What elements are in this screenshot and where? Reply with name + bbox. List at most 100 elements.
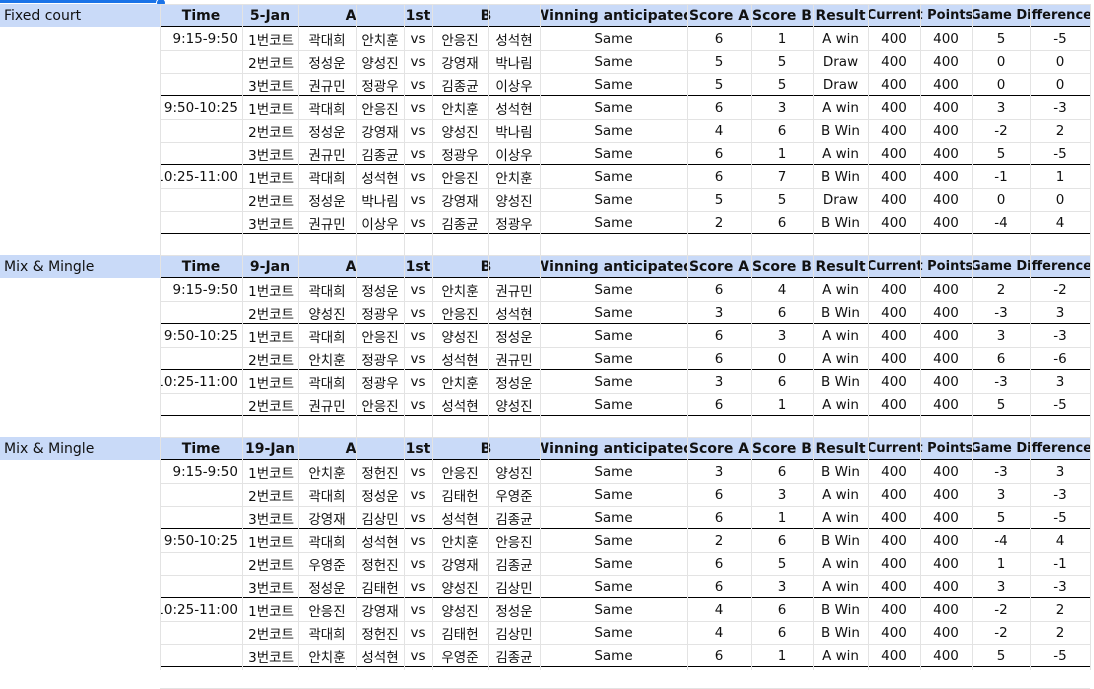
diff-a-cell[interactable]: 0 — [996, 76, 1006, 93]
points-b-cell[interactable]: 400 — [933, 168, 959, 185]
court-cell[interactable]: 1번코트 — [248, 32, 294, 49]
vs-cell[interactable]: vs — [410, 647, 426, 664]
diff-a-cell[interactable]: 5 — [996, 30, 1006, 47]
points-b-cell[interactable]: 400 — [933, 30, 959, 47]
points-b-cell[interactable]: 400 — [933, 214, 959, 231]
points-a-cell[interactable]: 400 — [881, 350, 907, 367]
team-b-player-2[interactable]: 정성운 — [495, 375, 533, 392]
score-a-cell[interactable]: 6 — [714, 168, 724, 185]
result-cell[interactable]: B Win — [821, 624, 860, 641]
diff-a-cell[interactable]: -2 — [994, 122, 1008, 139]
table-row[interactable]: 2번코트 권규민 안응진 vs 성석현 양성진 Same 6 1 A win 400 400 5 -5 — [0, 393, 1094, 416]
score-a-cell[interactable]: 5 — [714, 53, 724, 70]
diff-b-cell[interactable]: -3 — [1053, 486, 1067, 503]
court-cell[interactable]: 2번코트 — [248, 306, 294, 323]
diff-b-cell[interactable]: 1 — [1055, 168, 1065, 185]
table-row[interactable]: 10:25-11:00 1번코트 곽대희 정광우 vs 안치훈 정성운 Same 3 6 B Win… — [0, 370, 1094, 393]
team-b-player-1[interactable]: 안응진 — [441, 306, 479, 323]
team-b-player-1[interactable]: 양성진 — [441, 580, 479, 597]
winning-anticipated-cell[interactable]: Same — [594, 396, 633, 413]
team-b-player-2[interactable]: 김종균 — [495, 511, 533, 528]
team-a-player-1[interactable]: 곽대희 — [308, 101, 346, 118]
diff-a-cell[interactable]: 1 — [996, 555, 1006, 572]
points-a-cell[interactable]: 400 — [881, 578, 907, 595]
winning-anticipated-cell[interactable]: Same — [594, 350, 633, 367]
score-a-cell[interactable]: 6 — [714, 30, 724, 47]
team-b-player-2[interactable]: 안치훈 — [495, 170, 533, 187]
table-row[interactable]: 10:25-11:00 1번코트 안응진 강영재 vs 양성진 정성운 Same 4 6 B Win… — [0, 598, 1094, 621]
table-row[interactable]: 3번코트 강영재 김상민 vs 성석현 김종균 Same 6 1 A win 400 400 5 -5 — [0, 506, 1094, 529]
result-cell[interactable]: A win — [822, 486, 859, 503]
points-b-cell[interactable]: 400 — [933, 555, 959, 572]
team-a-player-2[interactable]: 박나림 — [361, 193, 399, 210]
time-slot-cell[interactable]: 9:50-10:25 — [163, 327, 238, 344]
team-a-player-2[interactable]: 정광우 — [361, 78, 399, 95]
winning-anticipated-cell[interactable]: Same — [594, 578, 633, 595]
team-a-player-2[interactable]: 성석현 — [361, 649, 399, 666]
score-a-cell[interactable]: 6 — [714, 578, 724, 595]
winning-anticipated-cell[interactable]: Same — [594, 214, 633, 231]
team-b-player-1[interactable]: 안응진 — [441, 170, 479, 187]
points-b-cell[interactable]: 400 — [933, 53, 959, 70]
court-cell[interactable]: 1번코트 — [248, 101, 294, 118]
team-a-player-2[interactable]: 강영재 — [361, 603, 399, 620]
points-b-cell[interactable]: 400 — [933, 509, 959, 526]
table-row[interactable]: 9:50-10:25 1번코트 곽대희 성석현 vs 안치훈 안응진 Same 2 6 B Win 4… — [0, 529, 1094, 552]
score-b-cell[interactable]: 3 — [777, 327, 787, 344]
team-b-player-1[interactable]: 성석현 — [441, 511, 479, 528]
score-b-cell[interactable]: 7 — [777, 168, 787, 185]
diff-a-cell[interactable]: 5 — [996, 647, 1006, 664]
vs-cell[interactable]: vs — [410, 214, 426, 231]
points-a-cell[interactable]: 400 — [881, 145, 907, 162]
score-a-cell[interactable]: 6 — [714, 145, 724, 162]
score-b-cell[interactable]: 1 — [777, 396, 787, 413]
team-a-player-2[interactable]: 정광우 — [361, 306, 399, 323]
court-cell[interactable]: 1번코트 — [248, 465, 294, 482]
result-cell[interactable]: Draw — [822, 76, 859, 93]
points-b-cell[interactable]: 400 — [933, 624, 959, 641]
team-a-player-1[interactable]: 안응진 — [308, 603, 346, 620]
result-cell[interactable]: A win — [822, 327, 859, 344]
header-b[interactable]: B — [432, 255, 540, 278]
court-cell[interactable]: 1번코트 — [248, 375, 294, 392]
diff-a-cell[interactable]: -4 — [994, 214, 1008, 231]
team-a-player-2[interactable]: 정광우 — [361, 352, 399, 369]
diff-b-cell[interactable]: 4 — [1055, 214, 1065, 231]
table-row[interactable]: 2번코트 곽대희 정헌진 vs 김태헌 김상민 Same 4 6 B Win 400 400 -2 2 — [0, 621, 1094, 644]
table-row[interactable]: 2번코트 정성운 강영재 vs 양성진 박나림 Same 4 6 B Win 400 400 -2 2 — [0, 119, 1094, 142]
team-a-player-1[interactable]: 곽대희 — [308, 329, 346, 346]
diff-a-cell[interactable]: -3 — [994, 463, 1008, 480]
team-a-player-2[interactable]: 강영재 — [361, 124, 399, 141]
points-b-cell[interactable]: 400 — [933, 486, 959, 503]
score-a-cell[interactable]: 2 — [714, 214, 724, 231]
team-b-player-1[interactable]: 강영재 — [441, 557, 479, 574]
team-b-player-1[interactable]: 김태헌 — [441, 626, 479, 643]
header-winning[interactable]: Winning anticipated — [540, 4, 687, 27]
team-b-player-1[interactable]: 강영재 — [441, 193, 479, 210]
team-a-player-1[interactable]: 곽대희 — [308, 283, 346, 300]
winning-anticipated-cell[interactable]: Same — [594, 168, 633, 185]
score-a-cell[interactable]: 3 — [714, 463, 724, 480]
points-b-cell[interactable]: 400 — [933, 191, 959, 208]
team-b-player-2[interactable]: 박나림 — [495, 55, 533, 72]
team-b-player-2[interactable]: 정성운 — [495, 329, 533, 346]
header-time[interactable]: Time — [160, 4, 242, 27]
team-b-player-1[interactable]: 안치훈 — [441, 534, 479, 551]
court-cell[interactable]: 3번코트 — [248, 511, 294, 528]
team-a-player-2[interactable]: 안치훈 — [361, 32, 399, 49]
points-a-cell[interactable]: 400 — [881, 304, 907, 321]
score-a-cell[interactable]: 6 — [714, 281, 724, 298]
winning-anticipated-cell[interactable]: Same — [594, 30, 633, 47]
vs-cell[interactable]: vs — [410, 191, 426, 208]
court-cell[interactable]: 3번코트 — [248, 216, 294, 233]
diff-b-cell[interactable]: -3 — [1053, 99, 1067, 116]
winning-anticipated-cell[interactable]: Same — [594, 555, 633, 572]
points-a-cell[interactable]: 400 — [881, 396, 907, 413]
points-a-cell[interactable]: 400 — [881, 555, 907, 572]
points-a-cell[interactable]: 400 — [881, 122, 907, 139]
team-a-player-2[interactable]: 김종균 — [361, 147, 399, 164]
table-row[interactable]: 9:50-10:25 1번코트 곽대희 안응진 vs 안치훈 성석현 Same 6 3 A win 4… — [0, 96, 1094, 119]
team-b-player-1[interactable]: 김태헌 — [441, 488, 479, 505]
score-a-cell[interactable]: 6 — [714, 486, 724, 503]
diff-b-cell[interactable]: -5 — [1053, 145, 1067, 162]
